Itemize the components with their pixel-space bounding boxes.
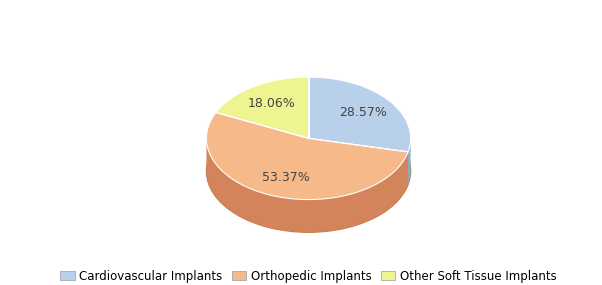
Text: 28.57%: 28.57% <box>339 106 386 119</box>
Legend: Cardiovascular Implants, Orthopedic Implants, Other Soft Tissue Implants: Cardiovascular Implants, Orthopedic Impl… <box>55 265 562 285</box>
Polygon shape <box>206 139 408 232</box>
Polygon shape <box>408 139 411 185</box>
Polygon shape <box>216 77 308 138</box>
Polygon shape <box>308 77 411 152</box>
Text: 53.37%: 53.37% <box>262 171 310 184</box>
Ellipse shape <box>206 110 411 232</box>
Polygon shape <box>206 113 408 200</box>
Text: 18.06%: 18.06% <box>247 97 295 110</box>
